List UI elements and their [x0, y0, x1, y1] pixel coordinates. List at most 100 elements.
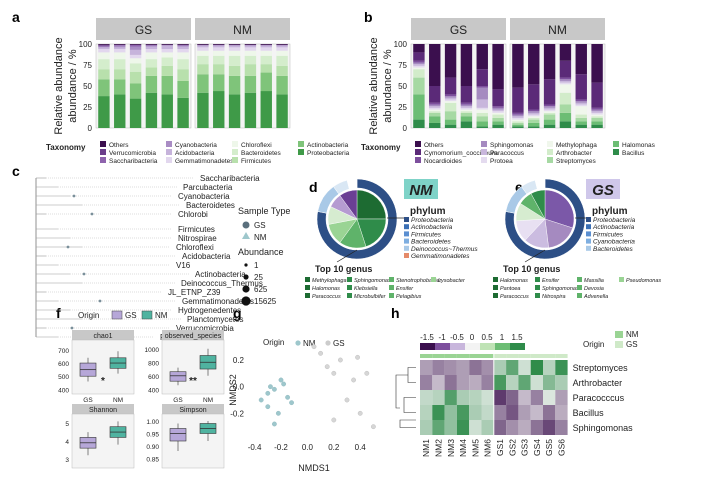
bar-segment-gemmatimonadetes: [161, 49, 173, 53]
genus-swatch: [431, 277, 436, 282]
bar-segment-others: [98, 44, 110, 45]
legend-size-marker: [241, 296, 251, 306]
facet-label: chao1: [93, 333, 112, 340]
y-tick-label: 0: [403, 124, 408, 133]
scale-swatch: [465, 343, 480, 350]
bar-segment-sphingomonas: [429, 104, 441, 107]
scatter-point-gs: [331, 370, 337, 376]
genus-swatch: [305, 277, 310, 282]
heatmap-cell: [518, 375, 531, 390]
legend-label: GS: [333, 339, 345, 348]
legend-sample-type-label: GS: [254, 221, 266, 230]
tree-tip-label: Actinobacteria: [195, 270, 246, 279]
genus-swatch: [389, 285, 394, 290]
heatmap-cell: [506, 420, 519, 435]
y-tick-label: 25: [83, 103, 92, 112]
heatmap-cell: [493, 375, 507, 390]
bar-segment-bacillus: [528, 126, 540, 128]
genus-label: Ensifer: [542, 278, 560, 284]
heatmap-cell: [530, 390, 543, 405]
legend-label: Others: [109, 142, 129, 149]
heatmap-cell: [420, 360, 433, 375]
bar-segment-bacillus: [512, 126, 524, 128]
tree-tip-label: Cyanobacteria: [178, 192, 230, 201]
bar-segment-cymomorium: [460, 86, 473, 103]
bar-segment-nocardioides: [460, 102, 473, 105]
legend-label: GS: [125, 311, 137, 320]
tree-node-marker: [66, 245, 70, 249]
y-tick-label: 400: [58, 387, 69, 394]
column-label: NM3: [446, 439, 456, 457]
column-annotation: [469, 354, 482, 358]
heatmap-cell: [493, 360, 507, 375]
heatmap-cell: [456, 405, 470, 420]
bar-segment-others: [276, 44, 288, 45]
column-annotation: [420, 354, 433, 358]
genus-label: Sphingomonas: [354, 278, 391, 284]
column-label: NM4: [458, 439, 468, 457]
x-tick-label: NM: [113, 397, 123, 404]
phylum-label: Firmicutes: [593, 231, 624, 238]
y-tick-label: 50: [83, 82, 92, 91]
y-tick-label: 50: [398, 82, 407, 91]
bar-segment-actinobacteria: [228, 75, 241, 95]
phylum-swatch: [586, 217, 591, 222]
tree-tip-label: Bacteroidetes: [186, 201, 235, 210]
bar-segment-protoea: [476, 107, 488, 110]
bar-segment-actinobacteria: [244, 75, 257, 93]
y-tick-label: 100: [394, 40, 408, 49]
facet-label: Shannon: [89, 407, 117, 414]
bar-segment-acidobacteria: [213, 45, 225, 48]
bar-segment-acidobacteria: [161, 45, 173, 50]
bar-segment-cyanobacteria: [161, 44, 173, 46]
ring-segment: [316, 178, 398, 260]
genus-swatch: [347, 277, 352, 282]
bar-segment-methylophaga: [413, 67, 425, 70]
bar-segment-acidobacteria: [145, 46, 158, 50]
box-body: [169, 428, 187, 442]
bar-segment-proteobacteria: [276, 94, 288, 128]
row-label: Bacillus: [573, 408, 605, 418]
bar-segment-bacteroidetes: [276, 55, 288, 66]
scale-label: 1: [500, 333, 505, 342]
genus-pointer: [336, 249, 358, 263]
scatter-point-nm: [281, 381, 287, 387]
phylum-swatch: [404, 238, 409, 244]
genus-swatch: [389, 293, 394, 298]
bar-segment-others: [260, 44, 272, 45]
tree-tip-label: Deinococcus_Thermus: [181, 279, 263, 288]
y-tick-label: 0.90: [146, 444, 159, 451]
bar-segment-methylophaga: [460, 109, 473, 112]
bar-segment-bacillus: [460, 121, 473, 128]
column-annotation: [444, 354, 457, 358]
bar-segment-b_others: [460, 44, 473, 86]
bar-segment-proteobacteria: [161, 94, 173, 128]
panel-label-e: e: [515, 179, 523, 195]
bar-segment-protoea: [591, 112, 603, 115]
bar-segment-nocardioides: [528, 109, 540, 112]
bar-segment-cymomorium: [429, 86, 441, 103]
legend-label: Chloroflexi: [241, 142, 272, 149]
bar-segment-cyanobacteria: [260, 44, 272, 46]
heatmap-cell: [444, 420, 457, 435]
legend-title: Origin: [263, 338, 284, 347]
bar-segment-nocardioides: [543, 104, 556, 107]
x-tick-label: -0.4: [248, 443, 262, 452]
bar-segment-methylophaga: [559, 84, 572, 93]
heatmap-cell: [432, 420, 445, 435]
bar-segment-arthrobacter: [559, 92, 572, 105]
bar-segment-firmicutes: [145, 67, 158, 76]
bar-segment-b_others: [476, 44, 488, 70]
bar-segment-protoea: [543, 109, 556, 112]
bar-segment-acidobacteria: [177, 46, 189, 50]
bar-segment-cymomorium: [543, 79, 556, 105]
column-label: GS3: [520, 439, 530, 456]
bar-segment-chloroflexi: [161, 52, 173, 58]
bar-segment-proteobacteria: [98, 96, 110, 128]
bar-segment-halomonas: [591, 121, 603, 125]
bar-segment-cyanobacteria: [114, 45, 126, 48]
bar-segment-acidobacteria: [98, 47, 110, 50]
bar-segment-firmicutes: [129, 71, 142, 84]
bar-segment-firmicutes: [213, 64, 225, 75]
legend-swatch-gs: [615, 341, 623, 348]
